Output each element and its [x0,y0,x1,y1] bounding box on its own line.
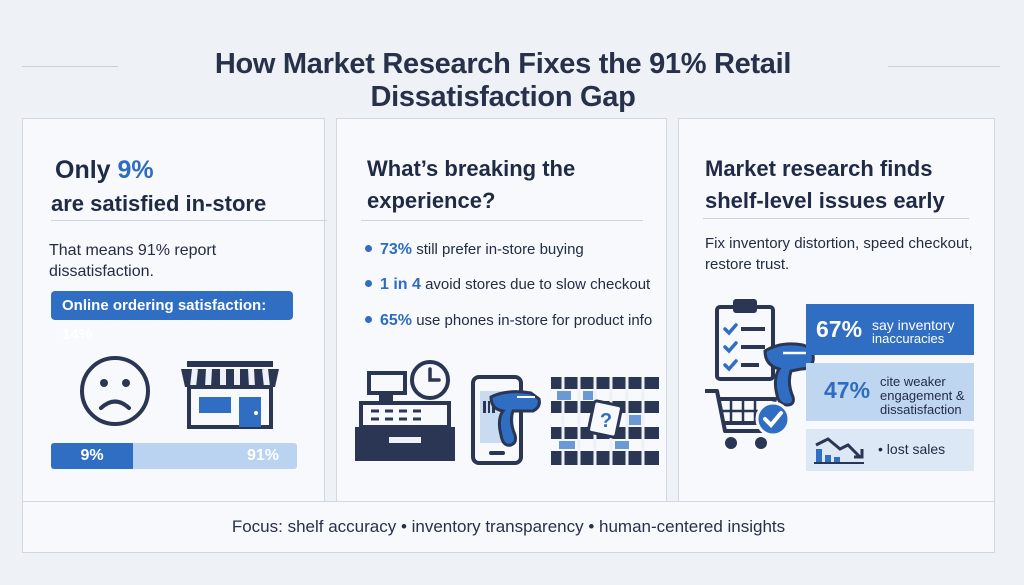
stat-text-line2: engagement & [880,388,965,403]
engagement-stat-box: 47% cite weaker engagement & dissatisfac… [806,363,974,421]
dissatisfied-segment-label: 91% [246,447,279,464]
lost-sales-box: • lost sales [806,429,974,471]
bullet-number: 1 in 4 [380,276,421,293]
stat-text-line1: cite weaker [880,374,946,389]
dissatisfaction-text: That means 91% report dissatisfaction. [49,242,217,280]
stat-text-line2: inaccuracies [872,331,945,346]
bullet-dot [365,315,372,323]
clipboard-checklist-icon [715,299,775,381]
breaking-experience-card: What’s breaking the experience? 73% stil… [336,118,667,502]
satisfaction-heading: Only 9% are satisfied in-store [51,151,300,223]
bullet-text: avoid stores due to slow checkout [420,276,651,293]
divider [703,218,969,219]
stat-text-line1: say inventory [872,317,955,333]
lost-sales-label: • lost sales [878,441,946,457]
heading-prefix: Only [55,156,118,184]
satisfaction-card: Only 9% are satisfied in-store That mean… [22,118,327,502]
page-title: How Market Research Fixes the 91% Retail… [214,48,792,113]
declining-chart-icon [814,437,864,464]
heading-highlight: 9% [117,156,154,184]
divider [51,220,327,221]
research-subtext: Fix inventory distortion, speed checkout… [705,233,973,275]
stat-text-line3: dissatisfaction [880,402,962,417]
inventory-stat-box: 67% say inventory inaccuracies [806,304,974,355]
title-row: How Market Research Fixes the 91% Retail… [0,44,1024,113]
research-heading: Market research finds shelf-level issues… [705,153,970,217]
bullet-text: still prefer in-store buying [412,241,584,258]
bullet-item: 73% still prefer in-store buying [365,241,584,259]
clock-icon [410,360,450,400]
question-mark: ? [600,410,612,432]
bullet-dot [365,244,372,252]
bullet-item: 1 in 4 avoid stores due to slow checkout [365,276,650,294]
breaking-heading: What’s breaking the experience? [367,153,642,217]
breaking-heading-line2: experience? [367,188,496,213]
research-heading-line2: shelf-level issues early [705,188,945,213]
satisfaction-bar: 9% 91% [51,443,297,469]
cash-register-icon [355,371,455,461]
bullet-dot [365,279,372,287]
heading-line2: are satisfied in-store [51,191,267,216]
bullet-number: 73% [380,241,413,258]
market-research-card: Market research finds shelf-level issues… [678,118,995,502]
satisfied-segment: 9% [51,443,133,469]
phone-scanner-icon [471,375,541,465]
divider [361,220,643,221]
subtext-line2: restore trust. [705,256,790,273]
subtext-line1: Fix inventory distortion, speed checkout… [705,235,973,252]
stat-text: say inventory inaccuracies [872,318,954,346]
stat-number: 67% [816,316,863,342]
sad-face-icon [80,356,150,426]
focus-footer: Focus: shelf accuracy • inventory transp… [22,501,995,553]
bullet-text: use phones in-store for product info [412,312,653,329]
breaking-heading-line1: What’s breaking the [367,156,576,181]
stat-number: 47% [824,377,871,403]
shelf-question-icon: ? [551,377,659,465]
stat-text: cite weaker engagement & dissatisfaction [880,375,965,417]
title-rule-right [888,66,1000,67]
research-heading-line1: Market research finds [705,156,933,181]
title-rule-left [22,66,118,67]
shopping-cart-check-icon [705,389,791,449]
online-ordering-badge: Online ordering satisfaction: 14% [51,291,293,343]
bullet-number: 65% [380,312,413,329]
storefront-icon [181,361,279,429]
bullet-item: 65% use phones in-store for product info [365,312,652,330]
